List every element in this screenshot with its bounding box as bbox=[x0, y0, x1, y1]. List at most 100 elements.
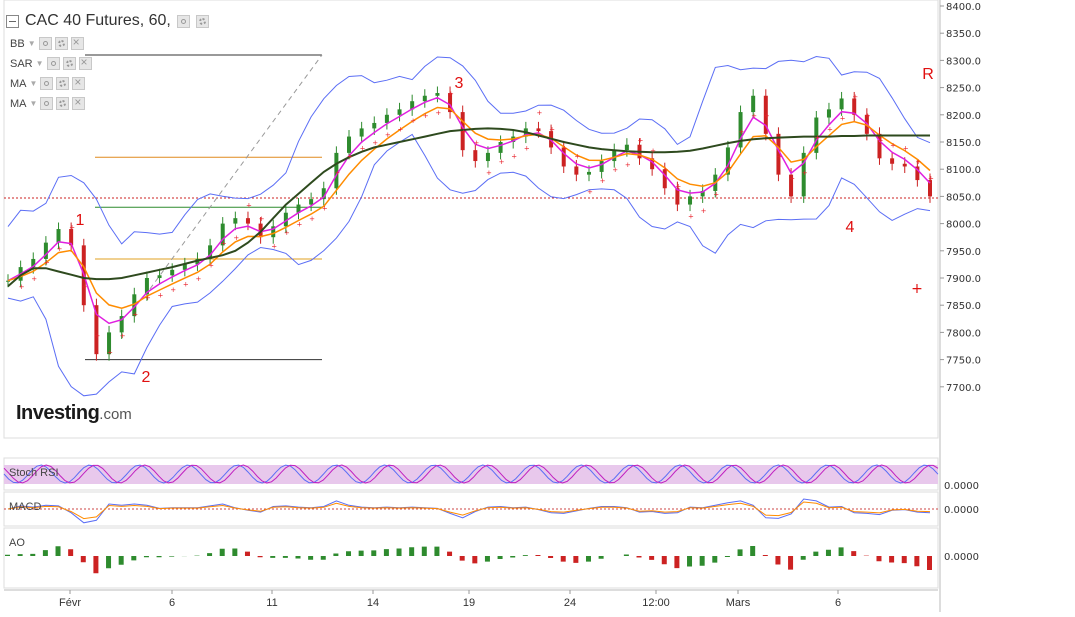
eye-icon[interactable] bbox=[47, 57, 60, 70]
ao-bar bbox=[485, 556, 490, 562]
candle-body bbox=[903, 164, 907, 167]
close-icon[interactable] bbox=[79, 57, 92, 70]
chevron-down-icon[interactable]: ▼ bbox=[30, 99, 38, 108]
ao-bar bbox=[624, 555, 629, 557]
close-icon[interactable] bbox=[72, 77, 85, 90]
sar-dot: + bbox=[322, 204, 328, 212]
annotation-label: 1 bbox=[76, 212, 85, 229]
ao-bar bbox=[68, 549, 73, 556]
ao-bar bbox=[207, 553, 212, 556]
x-tick-label: 6 bbox=[835, 597, 841, 609]
indicator-row-bb[interactable]: BB ▼ bbox=[10, 37, 84, 50]
sar-dot: + bbox=[713, 191, 719, 199]
eye-icon[interactable] bbox=[40, 97, 53, 110]
ao-bar bbox=[889, 556, 894, 563]
ao-bar bbox=[839, 547, 844, 556]
ao-bar bbox=[232, 549, 237, 557]
macd-label: MACD bbox=[9, 501, 41, 513]
sar-dot: + bbox=[562, 144, 568, 152]
candle-body bbox=[347, 137, 351, 153]
indicator-label: SAR bbox=[10, 58, 33, 70]
candle-body bbox=[890, 158, 894, 163]
candle-body bbox=[158, 275, 162, 278]
annotation-label: R bbox=[922, 66, 934, 83]
y-tick-label: 7750.0 bbox=[946, 356, 981, 367]
sar-dot: + bbox=[398, 125, 404, 133]
y-tick-label: 8050.0 bbox=[946, 192, 981, 203]
ao-bar bbox=[914, 556, 919, 566]
y-tick-label: 8250.0 bbox=[946, 84, 981, 95]
indicator-row-sar[interactable]: SAR ▼ bbox=[10, 57, 92, 70]
chevron-down-icon[interactable]: ▼ bbox=[36, 59, 44, 68]
indicator-label: MA bbox=[10, 78, 27, 90]
sar-dot: + bbox=[57, 245, 63, 253]
sar-dot: + bbox=[183, 280, 189, 288]
sar-dot: + bbox=[334, 169, 340, 177]
ao-bar bbox=[359, 551, 364, 556]
ao-bar bbox=[81, 556, 86, 562]
candle-body bbox=[360, 128, 364, 136]
x-tick-label: 12:00 bbox=[642, 597, 670, 609]
eye-icon[interactable] bbox=[177, 15, 190, 28]
sar-dot: + bbox=[423, 112, 429, 120]
chevron-down-icon[interactable]: ▼ bbox=[30, 79, 38, 88]
eye-icon[interactable] bbox=[39, 37, 52, 50]
ao-bar bbox=[131, 556, 136, 560]
close-icon[interactable] bbox=[71, 37, 84, 50]
eye-icon[interactable] bbox=[40, 77, 53, 90]
indicator-label: BB bbox=[10, 38, 25, 50]
ao-bar bbox=[258, 556, 263, 557]
ao-bar bbox=[245, 552, 250, 556]
ao-bar bbox=[144, 556, 149, 557]
sar-dot: + bbox=[852, 93, 858, 101]
close-icon[interactable] bbox=[72, 97, 85, 110]
indicator-row-ma1[interactable]: MA ▼ bbox=[10, 77, 85, 90]
ao-bar bbox=[220, 549, 225, 556]
sar-dot: + bbox=[536, 109, 542, 117]
y-tick-label: 8000.0 bbox=[946, 220, 981, 231]
x-tick-label: 11 bbox=[266, 597, 277, 609]
gear-icon[interactable] bbox=[55, 37, 68, 50]
sar-dot: + bbox=[360, 144, 366, 152]
sar-dot: + bbox=[435, 109, 441, 117]
sar-dot: + bbox=[726, 163, 732, 171]
sar-dot: + bbox=[208, 261, 214, 269]
sar-dot: + bbox=[233, 234, 239, 242]
ao-bar bbox=[662, 556, 667, 564]
x-tick-label: 14 bbox=[367, 597, 379, 609]
ao-bar bbox=[18, 554, 23, 556]
sar-dot: + bbox=[385, 131, 391, 139]
candle-body bbox=[435, 93, 439, 96]
ao-bar bbox=[738, 549, 743, 556]
indicator-label: MA bbox=[10, 98, 27, 110]
sar-dot: + bbox=[840, 115, 846, 123]
collapse-icon[interactable] bbox=[6, 15, 19, 28]
gear-icon[interactable] bbox=[63, 57, 76, 70]
gear-icon[interactable] bbox=[56, 97, 69, 110]
ao-bar bbox=[876, 556, 881, 561]
ao-panel bbox=[4, 528, 938, 588]
candle-body bbox=[587, 172, 591, 175]
candle-body bbox=[473, 150, 477, 161]
ao-bar bbox=[5, 555, 10, 556]
sar-dot: + bbox=[688, 212, 694, 220]
candle-body bbox=[233, 218, 237, 223]
chevron-down-icon[interactable]: ▼ bbox=[28, 39, 36, 48]
gear-icon[interactable] bbox=[56, 77, 69, 90]
ao-bar bbox=[371, 550, 376, 556]
sar-dot: + bbox=[524, 144, 530, 152]
indicator-row-ma2[interactable]: MA ▼ bbox=[10, 97, 85, 110]
ao-bar bbox=[649, 556, 654, 560]
ao-bar bbox=[346, 551, 351, 556]
gear-icon[interactable] bbox=[196, 15, 209, 28]
ao-bar bbox=[561, 556, 566, 562]
candle-body bbox=[688, 196, 692, 204]
sar-dot: + bbox=[701, 207, 707, 215]
ao-bar bbox=[283, 556, 288, 558]
ao-bar bbox=[447, 552, 452, 556]
sar-dot: + bbox=[549, 125, 555, 133]
ao-bar bbox=[422, 547, 427, 556]
sar-dot: + bbox=[915, 158, 921, 166]
